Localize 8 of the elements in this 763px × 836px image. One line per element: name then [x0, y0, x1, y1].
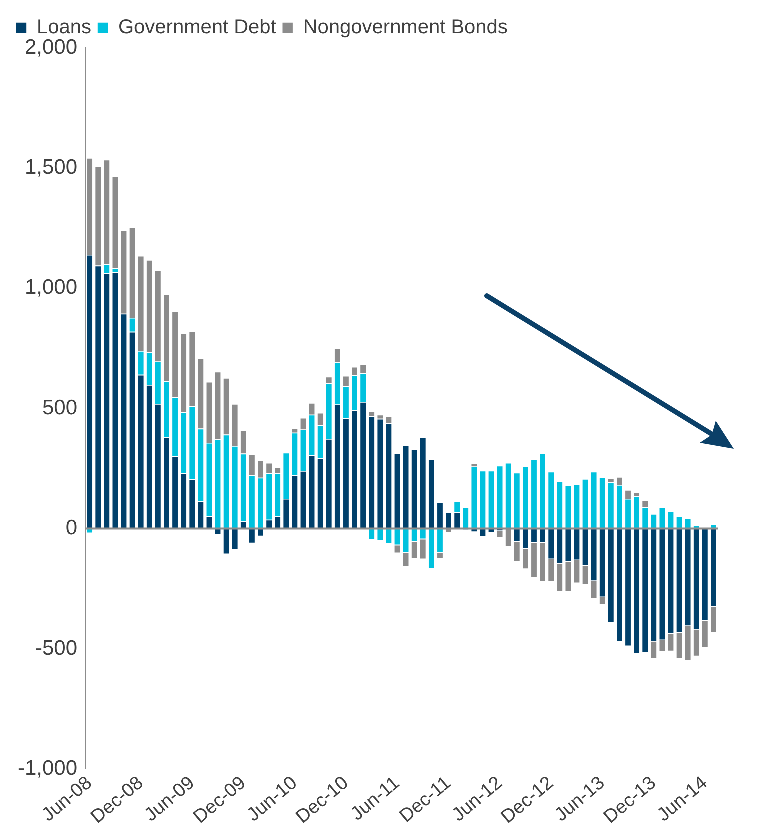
y-tick-label: 0: [66, 516, 78, 540]
y-tick-label: 1,000: [24, 276, 78, 300]
y-tick-label: 1,500: [24, 156, 78, 179]
legend-label: Nongovernment Bonds: [303, 16, 508, 39]
y-tick-label: -1,000: [18, 756, 78, 780]
legend-label: Government Debt: [118, 16, 277, 39]
y-tick-label: -500: [36, 636, 78, 660]
y-tick-label: 500: [42, 396, 78, 420]
